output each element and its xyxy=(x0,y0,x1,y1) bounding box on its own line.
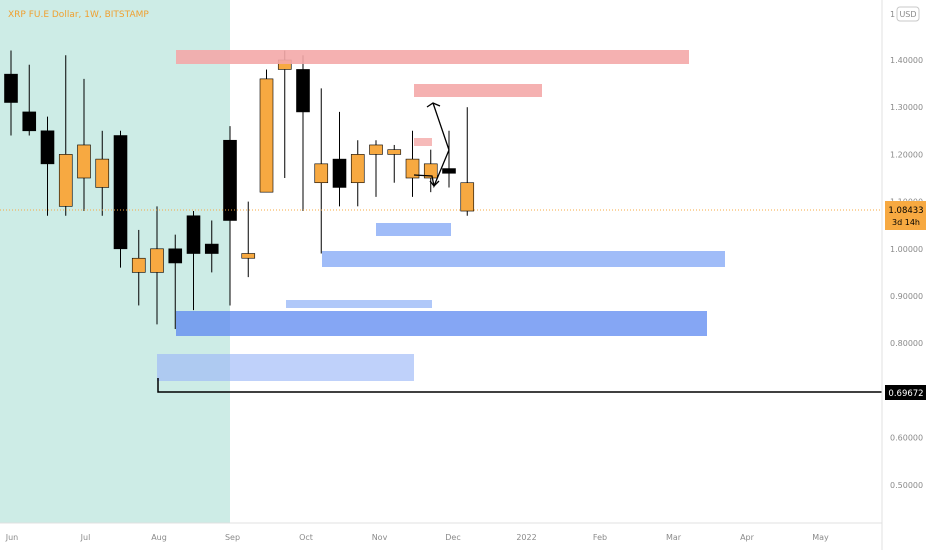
candle-body xyxy=(350,154,365,184)
support-zone[interactable] xyxy=(286,300,432,308)
candle-body xyxy=(95,158,110,188)
candle[interactable] xyxy=(314,88,329,254)
last-price-value: 1.08433 xyxy=(888,206,923,216)
last-price-countdown: 3d 14h xyxy=(892,218,920,227)
level-line[interactable] xyxy=(157,378,882,393)
candle-body xyxy=(387,149,402,155)
candle[interactable] xyxy=(259,69,274,193)
price-tick-label: 0.60000 xyxy=(890,434,923,443)
support-zone[interactable] xyxy=(157,354,414,381)
time-tick-label: Feb xyxy=(593,533,607,542)
candle-body xyxy=(296,69,310,113)
resistance-zone[interactable] xyxy=(176,50,689,64)
candle-body xyxy=(186,215,201,254)
candle[interactable] xyxy=(423,149,438,193)
candle[interactable] xyxy=(241,201,256,278)
candle[interactable] xyxy=(350,140,365,207)
candle-body xyxy=(460,182,475,212)
candle-body xyxy=(113,135,128,250)
level-label-value: 0.69672 xyxy=(888,389,923,399)
candle[interactable] xyxy=(442,130,456,188)
currency-label: USD xyxy=(899,10,916,19)
candle-body xyxy=(77,144,91,179)
candle[interactable] xyxy=(150,206,164,325)
candles xyxy=(4,50,475,330)
price-tick-label: 0.80000 xyxy=(890,339,923,348)
candle-body xyxy=(168,248,183,264)
candle-body xyxy=(259,78,274,193)
time-tick-label: Mar xyxy=(666,533,682,542)
support-zone[interactable] xyxy=(176,311,707,336)
support-zone[interactable] xyxy=(322,251,725,267)
price-tick-label: 0.90000 xyxy=(890,292,923,301)
price-tick-label: 0.50000 xyxy=(890,481,923,490)
time-axis: Jun Jul Aug Sep Oct Nov Dec 2022 Feb Mar Apr May xyxy=(5,533,829,542)
price-axis: 1.400001.300001.200001.100001.000000.900… xyxy=(890,10,923,490)
time-tick-label: 2022 xyxy=(516,533,536,542)
candle-body xyxy=(204,243,219,254)
projection-arrowhead-upper xyxy=(426,102,441,108)
candle-body xyxy=(131,257,146,273)
candle-body xyxy=(241,253,256,259)
resistance-zone[interactable] xyxy=(414,84,542,97)
time-tick-label: Nov xyxy=(372,533,388,542)
candle-body xyxy=(423,163,438,179)
candle[interactable] xyxy=(22,64,37,136)
candle-body xyxy=(314,163,329,184)
support-zone[interactable] xyxy=(376,223,451,236)
projection-arrowhead-lower xyxy=(429,180,440,187)
price-tick-label: 1 xyxy=(890,10,895,19)
time-tick-label: Oct xyxy=(299,533,313,542)
candle-body xyxy=(150,248,164,273)
candle-body xyxy=(58,154,73,207)
price-tick-label: 1.40000 xyxy=(890,56,923,65)
candle[interactable] xyxy=(405,130,420,197)
candle[interactable] xyxy=(77,78,91,212)
candle[interactable] xyxy=(4,50,18,136)
price-tick-label: 1.00000 xyxy=(890,245,923,254)
price-tick-label: 1.20000 xyxy=(890,150,923,159)
candle-body xyxy=(442,168,456,174)
time-tick-label: Dec xyxy=(445,533,460,542)
candle-body xyxy=(405,158,420,179)
candle[interactable] xyxy=(369,140,383,197)
shaded-region xyxy=(0,0,230,523)
candle[interactable] xyxy=(277,50,292,178)
candle[interactable] xyxy=(40,116,55,216)
candle-body xyxy=(223,139,237,221)
candle[interactable] xyxy=(95,130,110,216)
candle-body xyxy=(369,144,383,155)
candle[interactable] xyxy=(204,220,219,273)
candle[interactable] xyxy=(332,111,347,207)
candle[interactable] xyxy=(460,107,475,216)
candle[interactable] xyxy=(113,130,128,268)
time-tick-label: Aug xyxy=(151,533,167,542)
candle[interactable] xyxy=(387,144,402,183)
last-price-box xyxy=(885,201,926,230)
currency-box[interactable] xyxy=(896,6,920,22)
candle-body xyxy=(4,73,18,103)
time-tick-label: Sep xyxy=(225,533,240,542)
candle-body xyxy=(22,111,37,132)
time-tick-label: Jun xyxy=(5,533,19,542)
price-tick-label: 1.30000 xyxy=(890,103,923,112)
time-tick-label: May xyxy=(812,533,829,542)
resistance-zone[interactable] xyxy=(414,138,432,146)
candle[interactable] xyxy=(223,126,237,306)
level-label-box xyxy=(885,385,926,400)
candle[interactable] xyxy=(58,55,73,216)
candle[interactable] xyxy=(296,55,310,212)
candle-body xyxy=(332,158,347,188)
candle-body xyxy=(40,130,55,165)
time-tick-label: Jul xyxy=(80,533,91,542)
candle[interactable] xyxy=(131,229,146,306)
chart-title: XRP FU.E Dollar, 1W, BITSTAMP xyxy=(8,10,149,20)
candle[interactable] xyxy=(186,211,201,311)
candle[interactable] xyxy=(168,234,183,330)
time-tick-label: Apr xyxy=(740,533,755,542)
